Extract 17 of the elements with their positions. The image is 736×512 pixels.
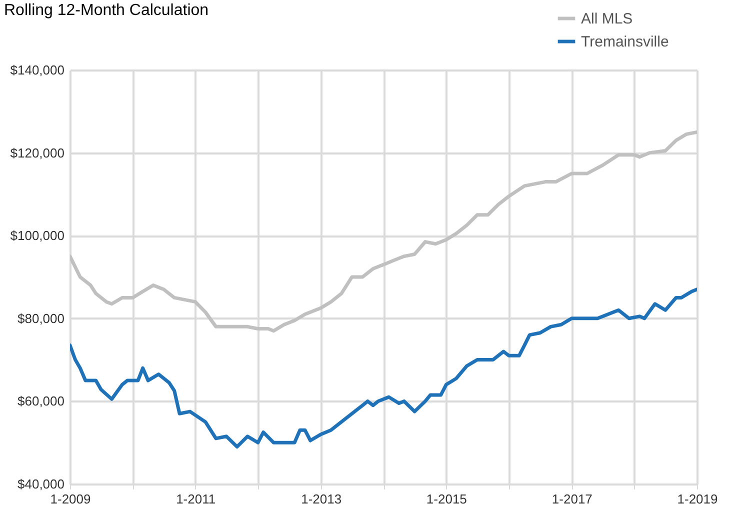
x-tick-label: 1-2009 <box>50 492 91 506</box>
x-tick-label: 1-2017 <box>552 492 592 506</box>
y-tick-label: $120,000 <box>10 145 64 160</box>
y-tick-label: $60,000 <box>18 394 64 409</box>
x-tick-label: 1-2019 <box>677 492 718 506</box>
x-tick-label: 1-2015 <box>426 492 467 506</box>
y-tick-label: $140,000 <box>10 62 64 78</box>
y-tick-label: $80,000 <box>18 310 64 326</box>
x-tick-label: 1-2013 <box>301 492 342 506</box>
x-tick-label: 1-2011 <box>176 492 216 506</box>
line-series <box>70 130 697 333</box>
y-tick-label: $100,000 <box>10 228 64 244</box>
chart-title: Rolling 12-Month Calculation <box>4 2 209 19</box>
legend-label: All MLS <box>581 10 633 28</box>
line-series <box>70 288 697 448</box>
legend-label: Tremainsville <box>581 34 669 50</box>
y-tick-label: $40,000 <box>18 476 64 492</box>
